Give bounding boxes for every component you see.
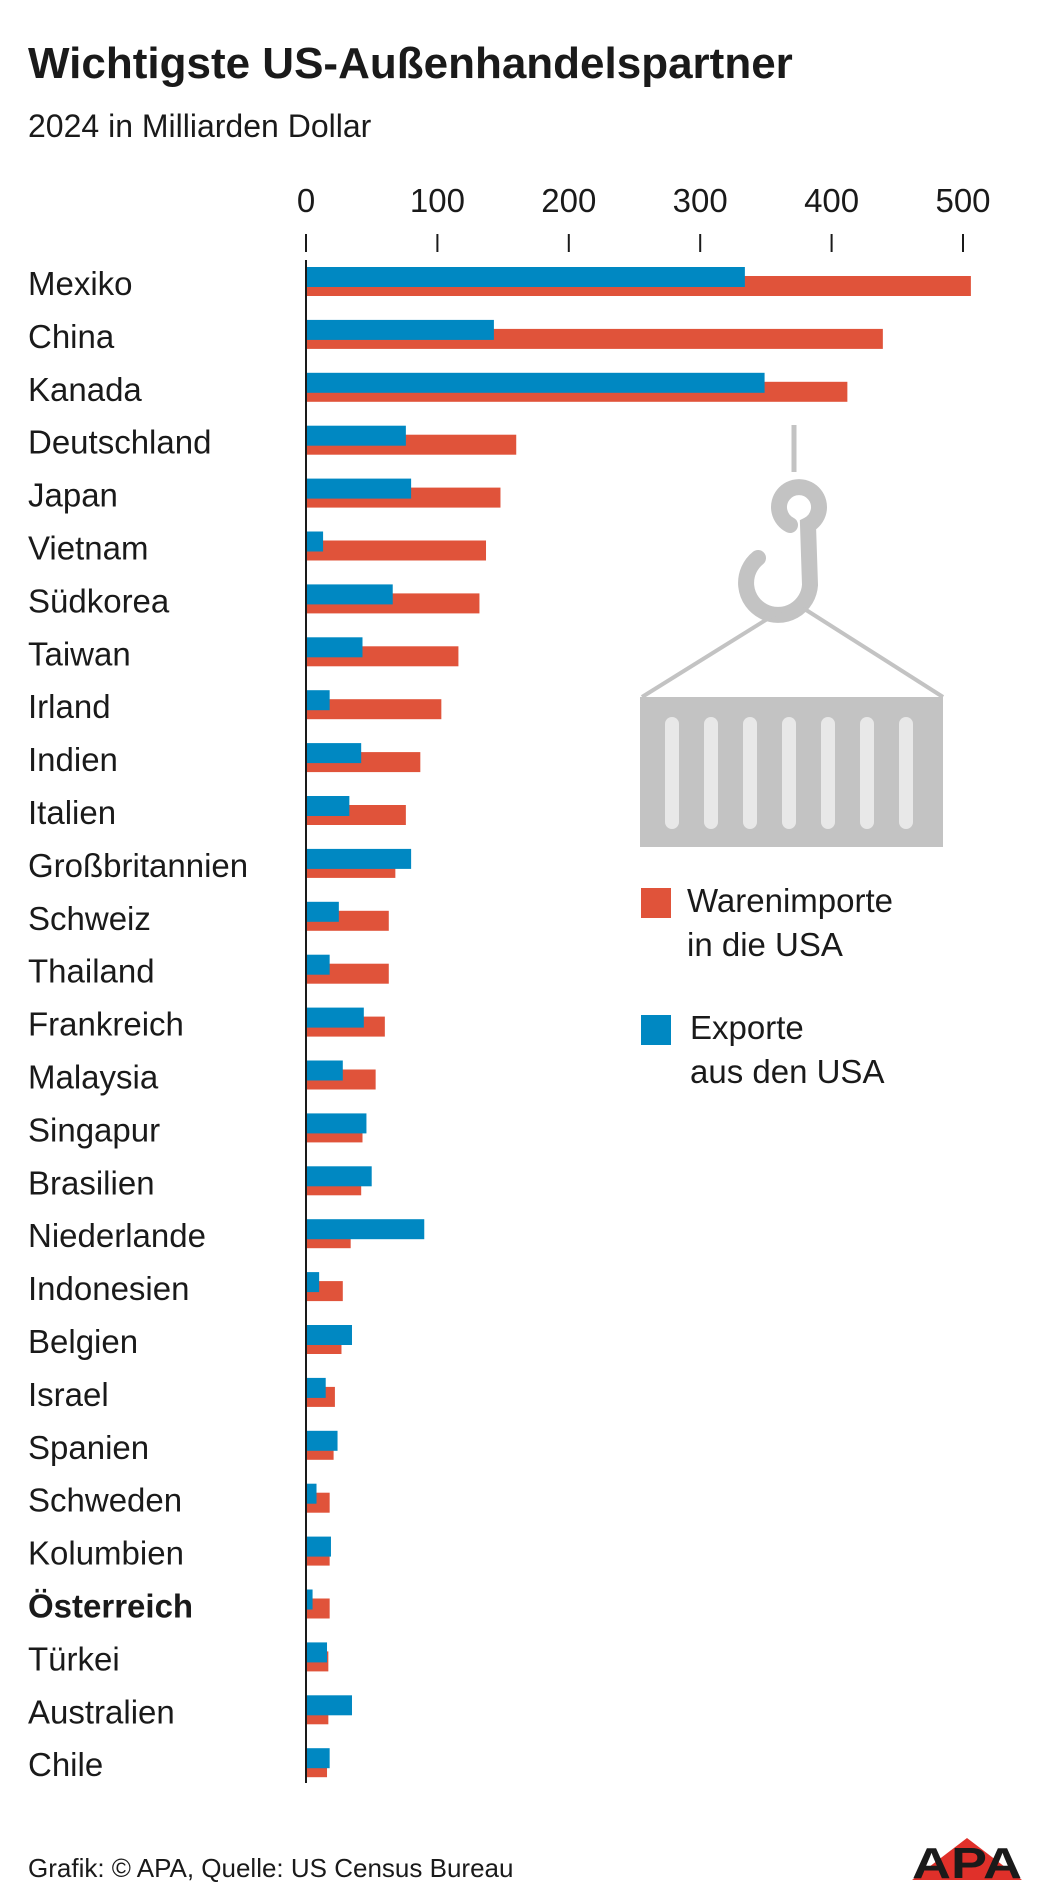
category-label: Australien bbox=[28, 1693, 175, 1730]
category-label: Schweiz bbox=[28, 900, 151, 937]
legend: Warenimporte in die USA Exporte aus den … bbox=[641, 882, 893, 1090]
category-label: Deutschland bbox=[28, 424, 211, 461]
bar-exports bbox=[306, 372, 765, 393]
category-label: Mexiko bbox=[28, 265, 133, 302]
category-label: Taiwan bbox=[28, 635, 131, 672]
legend-imports-line1: Warenimporte bbox=[687, 882, 893, 919]
sling-right bbox=[801, 606, 945, 699]
category-label: Belgien bbox=[28, 1323, 138, 1360]
legend-exports-line1: Exporte bbox=[690, 1009, 804, 1046]
category-label: Japan bbox=[28, 477, 118, 514]
bar-exports bbox=[306, 637, 363, 658]
category-label: Vietnam bbox=[28, 530, 148, 567]
bar-exports bbox=[306, 1219, 425, 1240]
container-rib bbox=[704, 717, 718, 829]
x-tick-label: 500 bbox=[935, 182, 990, 219]
apa-logo: APA bbox=[912, 1838, 1022, 1888]
category-label: Großbritannien bbox=[28, 847, 248, 884]
category-label: Österreich bbox=[28, 1588, 193, 1625]
category-label: Singapur bbox=[28, 1111, 160, 1148]
bar-exports bbox=[306, 478, 412, 499]
container-rib bbox=[665, 717, 679, 829]
container-rib bbox=[821, 717, 835, 829]
bar-exports bbox=[306, 267, 745, 287]
category-label: Spanien bbox=[28, 1429, 149, 1466]
bar-exports bbox=[306, 1377, 326, 1398]
bar-exports bbox=[306, 1589, 313, 1610]
bar-exports bbox=[306, 690, 330, 711]
category-label: Indien bbox=[28, 741, 118, 778]
category-label: Schweden bbox=[28, 1482, 182, 1519]
x-tick-label: 0 bbox=[297, 182, 315, 219]
shipping-container-crane-hook-icon bbox=[640, 425, 945, 847]
x-tick-label: 400 bbox=[804, 182, 859, 219]
apa-logo-text: APA bbox=[912, 1839, 1022, 1888]
bars-group bbox=[306, 267, 971, 1778]
category-label: Niederlande bbox=[28, 1217, 206, 1254]
category-label: Brasilien bbox=[28, 1164, 155, 1201]
legend-exports-line2: aus den USA bbox=[690, 1053, 884, 1090]
container-rib bbox=[782, 717, 796, 829]
x-tick-label: 200 bbox=[541, 182, 596, 219]
bar-exports bbox=[306, 954, 330, 975]
bar-exports bbox=[306, 1642, 328, 1663]
chart-title: Wichtigste US-Außenhandelspartner bbox=[28, 39, 793, 88]
bar-exports bbox=[306, 1007, 364, 1028]
container-ribs bbox=[665, 717, 913, 829]
bar-exports bbox=[306, 1325, 352, 1345]
container-rib bbox=[899, 717, 913, 829]
category-label: Malaysia bbox=[28, 1059, 159, 1096]
bar-exports bbox=[306, 1430, 338, 1451]
category-label: Kanada bbox=[28, 371, 142, 408]
apa-logo-accent bbox=[912, 1838, 1022, 1880]
category-label: Irland bbox=[28, 688, 111, 725]
container-rib bbox=[743, 717, 757, 829]
category-label: Türkei bbox=[28, 1640, 120, 1677]
footer-credit: Grafik: © APA, Quelle: US Census Bureau bbox=[28, 1853, 513, 1883]
crane-hook bbox=[738, 479, 827, 623]
legend-swatch-imports bbox=[641, 888, 671, 918]
x-tick-label: 300 bbox=[673, 182, 728, 219]
bar-exports bbox=[306, 425, 406, 446]
bar-exports bbox=[306, 319, 494, 340]
category-label: Indonesien bbox=[28, 1270, 189, 1307]
bar-exports bbox=[306, 1695, 352, 1716]
bar-exports bbox=[306, 1060, 343, 1081]
bar-exports bbox=[306, 848, 412, 869]
legend-imports-line2: in die USA bbox=[687, 926, 843, 963]
bar-exports bbox=[306, 584, 393, 605]
bar-exports bbox=[306, 531, 324, 552]
bar-exports bbox=[306, 1748, 330, 1769]
chart-subtitle: 2024 in Milliarden Dollar bbox=[28, 108, 372, 144]
bar-exports bbox=[306, 1113, 367, 1134]
category-label: Italien bbox=[28, 794, 116, 831]
category-label: Thailand bbox=[28, 953, 155, 990]
bar-exports bbox=[306, 1483, 317, 1504]
bar-exports bbox=[306, 796, 350, 816]
sling-left bbox=[640, 606, 787, 699]
x-tick-label: 100 bbox=[410, 182, 465, 219]
category-label: Israel bbox=[28, 1376, 109, 1413]
category-labels: Mexiko China Kanada Deutschland Japan Vietnam… bbox=[28, 265, 248, 1783]
container-rib bbox=[860, 717, 874, 829]
bar-exports bbox=[306, 743, 362, 764]
bar-exports bbox=[306, 901, 339, 922]
category-label: Südkorea bbox=[28, 582, 170, 619]
bar-exports bbox=[306, 1272, 320, 1293]
category-label: Chile bbox=[28, 1746, 103, 1783]
x-axis-ticks: 0 100 200 300 400 500 bbox=[297, 182, 991, 252]
category-label: Kolumbien bbox=[28, 1535, 184, 1572]
bar-imports bbox=[306, 699, 442, 720]
category-label: Frankreich bbox=[28, 1006, 184, 1043]
legend-swatch-exports bbox=[641, 1015, 671, 1045]
bar-exports bbox=[306, 1166, 372, 1187]
bar-imports bbox=[306, 540, 487, 561]
bar-exports bbox=[306, 1536, 331, 1557]
category-label: China bbox=[28, 318, 115, 355]
